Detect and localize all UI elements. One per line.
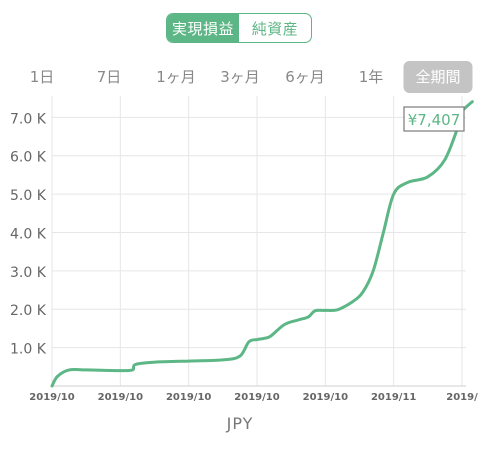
y-tick-label: 4.0 K	[10, 226, 47, 242]
x-tick-label: 2019/	[446, 392, 478, 403]
y-tick-label: 6.0 K	[10, 150, 47, 166]
period-6-months[interactable]: 6ヶ月	[285, 68, 325, 86]
period-3-months[interactable]: 3ヶ月	[220, 68, 260, 86]
x-tick-label: 2019/10	[303, 392, 348, 403]
pnl-series-line	[50, 100, 474, 388]
latest-value-label: ¥7,407	[408, 111, 461, 129]
y-tick-label: 1.0 K	[10, 342, 47, 358]
latest-value-box	[403, 106, 465, 132]
x-tick-label: 2019/10	[166, 392, 211, 403]
x-tick-label: 2019/10	[234, 392, 279, 403]
x-tick-label: 2019/10	[29, 392, 74, 403]
period-1-day[interactable]: 1日	[29, 68, 55, 86]
x-tick-label: 2019/11	[371, 392, 416, 403]
period-7-days[interactable]: 7日	[96, 68, 122, 86]
period-1-year[interactable]: 1年	[358, 68, 384, 86]
realized-pnl-tab[interactable]: 実現損益	[167, 14, 239, 42]
net-assets-tab[interactable]: 純資産	[251, 19, 299, 38]
pnl-line-chart: 1.0 K 2.0 K 3.0 K 4.0 K 5.0 K 6.0 K 7.0 K 2019…	[10, 96, 478, 403]
y-tick-label: 3.0 K	[10, 265, 47, 281]
y-tick-label: 7.0 K	[10, 111, 47, 127]
period-1-month[interactable]: 1ヶ月	[156, 68, 196, 86]
period-selector: 1日 7日 1ヶ月 3ヶ月 6ヶ月 1年 全期間	[0, 60, 480, 94]
x-tick-label: 2019/10	[98, 392, 143, 403]
currency-label: JPY	[226, 414, 254, 433]
y-tick-label: 2.0 K	[10, 303, 47, 319]
period-all-time[interactable]: 全期間	[403, 61, 473, 93]
pnl-mode-toggle: 実現損益 純資産	[166, 13, 312, 43]
y-tick-label: 5.0 K	[10, 188, 47, 204]
